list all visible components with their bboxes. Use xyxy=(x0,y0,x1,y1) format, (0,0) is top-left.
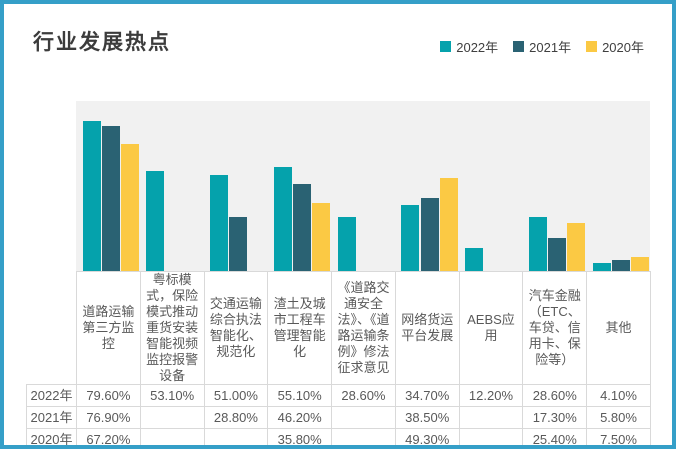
table-row: 2020年 67.20% 35.80% 49.30% 25.40% 7.50% xyxy=(26,428,651,445)
value-cell: 46.20% xyxy=(267,406,333,429)
value-cell xyxy=(139,406,205,429)
legend-swatch-icon xyxy=(440,41,452,52)
category-header: AEBS应用 xyxy=(458,271,524,385)
bar-2020年-cat6 xyxy=(439,178,458,271)
bar-chart-plot-area xyxy=(76,101,650,271)
legend-item-2021年[interactable]: 2021年 xyxy=(513,37,571,56)
bar-2022年-cat9 xyxy=(592,263,611,271)
value-cell: 38.50% xyxy=(394,406,460,429)
value-cell: 34.70% xyxy=(394,384,460,407)
value-cell: 7.50% xyxy=(586,428,651,445)
value-cell: 17.30% xyxy=(522,406,588,429)
legend-item-2022年[interactable]: 2022年 xyxy=(440,37,498,56)
category-header: 交通运输综合执法智能化、规范化 xyxy=(203,271,269,385)
category-header: 渣土及城市工程车管理智能化 xyxy=(267,271,333,385)
legend-swatch-icon xyxy=(513,41,525,52)
bar-2020年-cat8 xyxy=(567,223,586,271)
bar-2020年-cat1 xyxy=(120,144,139,271)
value-cell: 67.20% xyxy=(76,428,141,445)
chart-legend: 2022年 2021年 2020年 xyxy=(440,37,644,56)
bar-2022年-cat8 xyxy=(528,217,547,271)
value-cell: 25.40% xyxy=(522,428,588,445)
row-label: 2022年 xyxy=(26,384,77,407)
category-header: 汽车金融（ETC、车贷、信用卡、保险等） xyxy=(522,271,588,385)
value-cell xyxy=(139,428,205,445)
bar-2021年-cat6 xyxy=(420,198,439,271)
category-header: 道路运输第三方监控 xyxy=(76,271,141,385)
bar-2020年-cat4 xyxy=(312,203,331,271)
bar-2021年-cat9 xyxy=(611,260,630,271)
value-cell: 12.20% xyxy=(458,384,524,407)
bar-2021年-cat3 xyxy=(229,217,248,271)
bar-2022年-cat3 xyxy=(210,175,229,271)
value-cell: 28.80% xyxy=(203,406,269,429)
value-cell: 28.60% xyxy=(331,384,396,407)
category-header: 粤标模式，保险模式推动重货安装智能视频监控报警设备 xyxy=(139,271,205,385)
value-cell: 49.30% xyxy=(394,428,460,445)
table-corner-cell xyxy=(27,272,77,385)
value-cell: 53.10% xyxy=(139,384,205,407)
bar-2022年-cat5 xyxy=(337,217,356,271)
bar-2021年-cat4 xyxy=(293,184,312,271)
bar-2021年-cat1 xyxy=(101,126,120,271)
value-cell xyxy=(458,428,524,445)
row-label: 2021年 xyxy=(26,406,77,429)
value-cell: 5.80% xyxy=(586,406,651,429)
page-title: 行业发展热点 xyxy=(33,31,171,54)
legend-swatch-icon xyxy=(586,41,598,52)
bar-2022年-cat6 xyxy=(401,205,420,271)
legend-item-2020年[interactable]: 2020年 xyxy=(586,37,644,56)
bar-2022年-cat7 xyxy=(465,248,484,271)
bar-2020年-cat9 xyxy=(631,257,650,271)
value-cell: 79.60% xyxy=(76,384,141,407)
legend-label: 2021年 xyxy=(529,40,572,55)
legend-label: 2020年 xyxy=(602,40,644,55)
value-cell: 76.90% xyxy=(76,406,141,429)
row-label: 2020年 xyxy=(26,428,77,445)
category-header: 《道路交通安全法》、《道路运输条例》修法征求意见 xyxy=(331,271,396,385)
value-cell: 28.60% xyxy=(522,384,588,407)
bar-2022年-cat1 xyxy=(82,121,101,271)
bar-2022年-cat2 xyxy=(146,171,165,271)
bar-2021年-cat8 xyxy=(548,238,567,271)
value-cell: 55.10% xyxy=(267,384,333,407)
value-cell: 35.80% xyxy=(267,428,333,445)
table-row: 2022年 79.60% 53.10% 51.00% 55.10% 28.60% 34.70… xyxy=(26,384,651,407)
value-cell xyxy=(203,428,269,445)
legend-label: 2022年 xyxy=(456,40,499,55)
value-cell xyxy=(331,428,396,445)
bar-2022年-cat4 xyxy=(273,167,292,271)
table-row: 2021年 76.90% 28.80% 46.20% 38.50% 17.30% 5.80% xyxy=(26,406,651,429)
category-header: 网络货运平台发展 xyxy=(394,271,460,385)
data-table: 道路运输第三方监控 粤标模式，保险模式推动重货安装智能视频监控报警设备 交通运输综合… xyxy=(26,271,651,445)
value-cell xyxy=(331,406,396,429)
value-cell xyxy=(458,406,524,429)
value-cell: 51.00% xyxy=(203,384,269,407)
value-cell: 4.10% xyxy=(586,384,651,407)
category-header: 其他 xyxy=(586,271,651,385)
